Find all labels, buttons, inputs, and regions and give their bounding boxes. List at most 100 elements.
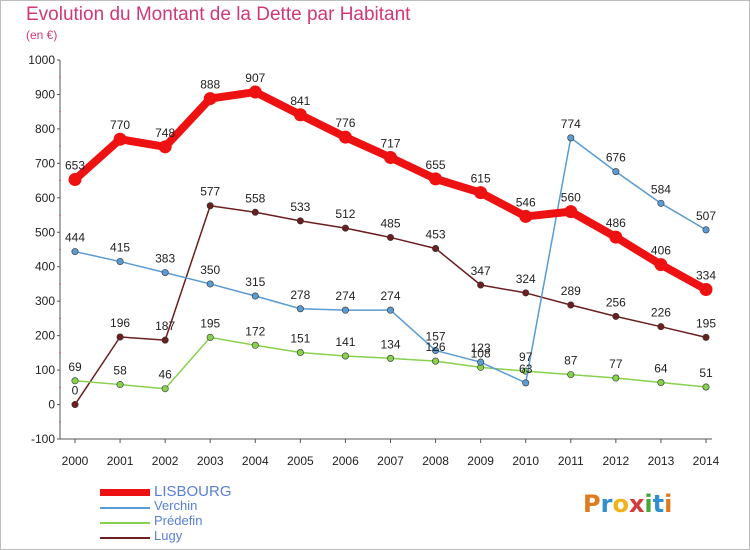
- data-label-verchin: 157: [426, 329, 446, 343]
- data-label-verchin: 274: [380, 289, 400, 303]
- data-point-lugy: [206, 202, 214, 210]
- x-tick-label: 2008: [422, 454, 449, 468]
- data-label-prédefin: 141: [335, 335, 355, 349]
- legend-label-lugy: Lugy: [154, 528, 183, 543]
- x-tick-label: 2013: [648, 454, 675, 468]
- x-tick-label: 2006: [332, 454, 359, 468]
- data-label-lugy: 577: [200, 185, 220, 199]
- data-point-lugy: [432, 244, 440, 252]
- y-tick-label: 1000: [28, 53, 55, 67]
- logo-letter: x: [628, 490, 645, 518]
- data-label-lugy: 256: [606, 295, 626, 309]
- data-label-lisbourg: 334: [696, 268, 716, 282]
- data-label-lisbourg: 770: [110, 118, 130, 132]
- data-label-lugy: 226: [651, 306, 671, 320]
- x-tick-label: 2002: [152, 454, 179, 468]
- legend-swatch-predefin: [100, 522, 150, 524]
- data-label-lisbourg: 748: [155, 126, 175, 140]
- x-tick-label: 2012: [603, 454, 630, 468]
- data-point-lisbourg: [293, 108, 307, 122]
- legend-label-verchin: Verchin: [154, 498, 198, 513]
- data-point-lisbourg: [248, 85, 262, 99]
- data-label-prédefin: 77: [609, 357, 623, 371]
- data-label-prédefin: 64: [654, 361, 668, 375]
- data-point-verchin: [116, 258, 124, 266]
- data-point-lisbourg: [564, 205, 578, 219]
- data-label-verchin: 507: [696, 209, 716, 223]
- data-point-verchin: [161, 269, 169, 277]
- data-point-prédefin: [296, 349, 304, 357]
- x-tick-label: 2003: [197, 454, 224, 468]
- data-label-verchin: 444: [65, 231, 85, 245]
- data-label-prédefin: 97: [519, 350, 533, 364]
- data-label-prédefin: 108: [471, 346, 491, 360]
- data-label-verchin: 123: [471, 341, 491, 355]
- data-label-verchin: 350: [200, 263, 220, 277]
- data-label-prédefin: 58: [113, 364, 127, 378]
- data-label-verchin: 774: [561, 117, 581, 131]
- data-label-verchin: 274: [335, 289, 355, 303]
- data-point-lisbourg: [519, 209, 533, 223]
- data-label-prédefin: 87: [564, 354, 578, 368]
- data-point-prédefin: [432, 357, 440, 365]
- data-point-verchin: [251, 292, 259, 300]
- data-point-verchin: [702, 226, 710, 234]
- data-label-lisbourg: 406: [651, 244, 671, 258]
- data-point-lugy: [477, 281, 485, 289]
- x-tick-label: 2005: [287, 454, 314, 468]
- data-point-lugy: [251, 208, 259, 216]
- legend-swatch-lugy: [100, 537, 150, 539]
- data-point-lugy: [71, 401, 79, 409]
- data-label-lugy: 289: [561, 284, 581, 298]
- logo-letter: r: [600, 490, 613, 518]
- data-label-verchin: 584: [651, 182, 671, 196]
- data-label-lugy: 485: [380, 216, 400, 230]
- data-point-lisbourg: [384, 151, 397, 165]
- y-tick-label: 800: [35, 122, 55, 136]
- data-point-lugy: [296, 217, 304, 225]
- data-label-lisbourg: 907: [245, 71, 265, 85]
- data-label-prédefin: 46: [158, 368, 172, 382]
- data-label-lisbourg: 653: [65, 159, 85, 173]
- y-tick-label: -100: [31, 432, 55, 446]
- legend-label-lisbourg: LISBOURG: [154, 483, 232, 500]
- data-point-lisbourg: [699, 282, 713, 296]
- logo-letter: o: [612, 490, 629, 518]
- data-point-lugy: [612, 312, 620, 320]
- data-label-prédefin: 51: [699, 366, 713, 380]
- data-point-lisbourg: [203, 92, 217, 106]
- data-point-prédefin: [251, 341, 259, 349]
- data-point-prédefin: [116, 381, 124, 389]
- data-label-lisbourg: 655: [426, 158, 446, 172]
- data-point-prédefin: [567, 371, 575, 379]
- data-label-lisbourg: 717: [380, 137, 400, 151]
- y-tick-label: 500: [35, 225, 55, 239]
- data-point-lisbourg: [338, 130, 352, 144]
- data-point-lugy: [522, 289, 530, 297]
- y-tick-label: 700: [35, 156, 55, 170]
- data-label-prédefin: 195: [200, 316, 220, 330]
- y-tick-label: 200: [35, 329, 55, 343]
- y-tick-label: 600: [35, 191, 55, 205]
- data-point-lisbourg: [68, 173, 82, 187]
- data-point-verchin: [567, 134, 575, 142]
- data-point-lugy: [702, 333, 710, 341]
- legend-swatch-lisbourg: [100, 489, 150, 496]
- data-point-verchin: [612, 168, 620, 176]
- legend-swatch-verchin: [100, 507, 150, 509]
- data-label-lugy: 558: [245, 191, 265, 205]
- data-point-lugy: [116, 333, 124, 341]
- data-label-lugy: 453: [426, 227, 446, 241]
- data-label-lugy: 0: [72, 384, 79, 398]
- data-point-prédefin: [386, 354, 394, 362]
- x-tick-label: 2001: [107, 454, 134, 468]
- data-label-lugy: 347: [471, 264, 491, 278]
- data-label-lugy: 187: [155, 319, 175, 333]
- data-point-prédefin: [657, 378, 665, 386]
- legend-label-predefin: Prédefin: [154, 513, 203, 528]
- data-label-lugy: 324: [516, 272, 536, 286]
- proxiti-logo: Proxiti: [583, 490, 672, 518]
- y-tick-label: 900: [35, 87, 55, 101]
